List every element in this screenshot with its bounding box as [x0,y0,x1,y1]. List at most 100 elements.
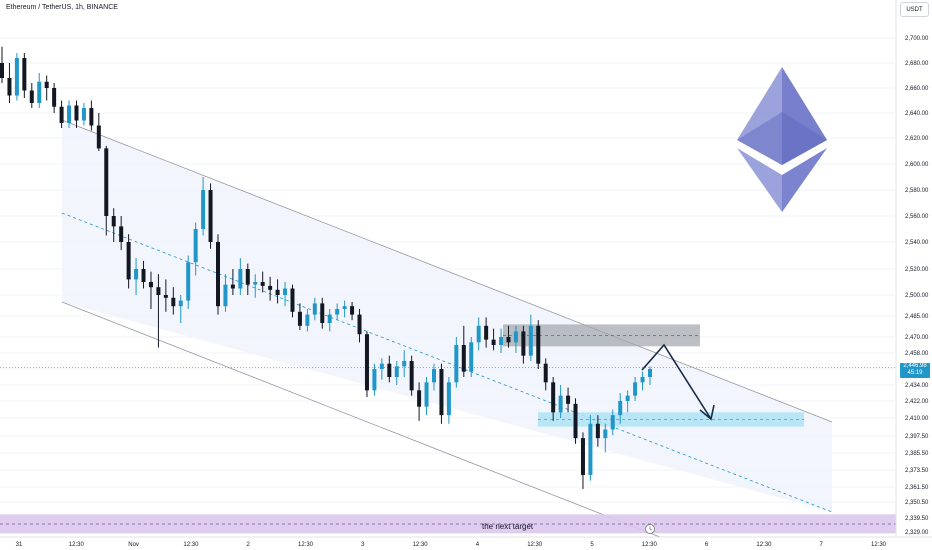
candle-body [387,363,392,377]
candle-body [633,382,638,396]
price-tick-label: 2,600.00 [905,162,929,168]
candle-body [357,314,362,335]
candle-body [335,309,340,315]
channel-lower-line [61,301,661,538]
candle-body [491,339,496,345]
candle-body [394,366,399,377]
time-axis[interactable]: 31 12:30 Nov 12:30 2 12:30 3 12:30 4 12:30 5 12:30 6… [0,536,932,548]
candle-body [499,337,504,345]
time-tick-label: 4 [476,542,480,548]
candle-body [320,303,325,323]
last-price-tag: 2,446.98 45:19 [900,363,930,378]
candle-body [283,288,288,295]
time-tick-label: 12:30 [183,542,199,548]
candle-body [81,108,86,121]
candle-body [521,331,526,356]
candle-body [193,229,198,263]
price-tick-label: 2,500.00 [905,293,929,299]
time-tick-label: 7 [820,542,824,548]
price-tick-label: 2,373.50 [905,468,929,474]
candle-body [208,190,213,242]
time-tick-label: 6 [705,542,709,548]
candle-body [260,282,265,286]
candle-body [566,395,571,404]
currency-button[interactable]: USDT [900,2,929,17]
price-tick-label: 2,339.50 [905,516,929,522]
next-target-label: the next target [482,522,534,531]
candle-body [275,289,280,295]
candle-body [513,331,518,343]
candle-body [461,345,466,372]
price-tick-label: 2,385.50 [905,451,929,457]
channel-upper-line [61,119,833,423]
candle-body [379,363,384,369]
candle-body [290,288,295,312]
candle-body [528,325,533,356]
candle-body [37,81,42,103]
candle-body [640,377,645,383]
candle-body [469,342,474,372]
price-tick-label: 2,540.00 [905,240,929,246]
candle-body [7,78,12,96]
candle-body [484,325,489,340]
candle-countdown: 45:19 [907,370,923,376]
candle-body [268,285,273,290]
candle-body [201,190,206,229]
candle-body [506,337,511,343]
candle-body [253,282,258,285]
candle-body [230,284,235,289]
price-axis[interactable]: 2,700.00 2,680.00 2,660.00 2,640.00 2,620.00… [895,0,929,537]
price-tick-label: 2,485.00 [905,314,929,320]
candle-body [446,382,451,416]
price-tick-label: 2,410.00 [905,416,929,422]
candle-body [417,390,422,407]
candle-body [89,108,94,126]
candles [0,46,652,490]
candle-body [297,311,302,326]
candle-body [119,226,124,242]
last-price-value: 2,446.98 [903,363,927,369]
alert-clock-icon[interactable] [645,524,655,534]
candle-body [327,314,332,323]
candle-body [439,369,444,416]
candle-body [588,423,593,475]
price-tick-label: 2,397.50 [905,434,929,440]
candle-body [126,242,131,280]
candle-body [543,363,548,383]
price-tick-label: 2,422.00 [905,399,929,405]
time-tick-label: 5 [590,542,594,548]
price-tick-label: 2,560.00 [905,214,929,220]
candle-body [111,216,116,227]
time-tick-label: Nov [128,542,139,548]
price-tick-label: 2,700.00 [905,36,929,42]
candle-body [409,361,414,391]
time-tick-label: 12:30 [69,542,85,548]
candle-body [216,242,220,307]
candle-body [29,90,34,103]
price-tick-label: 2,458.00 [905,351,929,357]
price-tick-label: 2,680.00 [905,61,929,67]
candle-body [454,345,459,383]
candle-body [536,325,541,364]
candle-body [134,269,139,280]
candle-body [364,334,369,391]
candle-body [141,269,146,282]
candle-body [245,269,250,285]
candle-body [238,269,243,289]
candle-body [618,401,623,416]
candle-body [424,382,429,407]
candle-body [163,295,168,298]
time-tick-label: 12:30 [642,542,658,548]
price-tick-label: 2,361.50 [905,485,929,491]
candle-body [610,415,615,430]
candle-body [59,106,64,123]
candle-body [0,63,4,78]
target-zone [0,514,896,534]
candle-body [178,300,183,307]
price-tick-label: 2,660.00 [905,86,929,92]
projection-arrowhead [699,404,715,421]
candle-body [67,105,72,123]
time-tick-label: 12:30 [298,542,314,548]
candle-body [595,423,600,439]
